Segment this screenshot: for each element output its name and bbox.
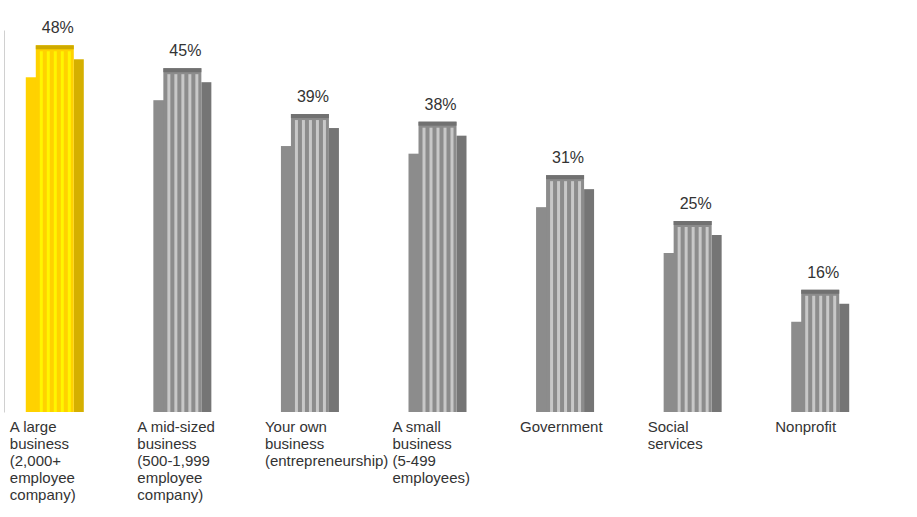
bar [546, 175, 584, 412]
x-tick-label: Your ownbusiness(entrepreneurship) [265, 418, 388, 469]
building-wing [74, 59, 84, 412]
building-stripe [174, 74, 177, 412]
building-stripe [805, 296, 808, 412]
x-tick-label: A smallbusiness(5-499employees) [393, 418, 471, 486]
building-stripe [826, 296, 829, 412]
bar [674, 221, 712, 412]
building-cap [546, 175, 584, 179]
building-stripe [295, 120, 298, 412]
building [153, 68, 211, 412]
x-tick-label: Nonprofit [775, 418, 837, 435]
x-tick: A mid-sizedbusiness(500-1,999employeecom… [137, 416, 215, 503]
bars [26, 45, 849, 412]
data-label: 25% [680, 195, 712, 212]
building-stripe [812, 296, 815, 412]
y-axis [4, 31, 5, 413]
x-tick-label: Socialservices [648, 418, 703, 452]
bar [36, 45, 74, 412]
bar [163, 68, 201, 412]
data-label: 38% [424, 96, 456, 113]
building-stripe [685, 227, 688, 412]
building [536, 175, 594, 412]
data-label: 16% [807, 264, 839, 281]
building-stripe [188, 74, 191, 412]
building-stripe [68, 51, 71, 412]
building [26, 45, 84, 412]
building-stripe [706, 227, 709, 412]
building-cap [801, 290, 839, 294]
x-tick-label: A mid-sizedbusiness(500-1,999employeecom… [137, 418, 215, 503]
building [281, 114, 339, 412]
data-label: 48% [42, 19, 74, 36]
building-stripe [444, 128, 447, 412]
building-stripe [195, 74, 198, 412]
building-wing [584, 189, 594, 412]
bar [419, 122, 457, 412]
building-wing [839, 304, 849, 412]
building [664, 221, 722, 412]
building-stripe [692, 227, 695, 412]
y-axis-line [4, 31, 5, 413]
x-tick-label: Government [520, 418, 603, 435]
bar [801, 290, 839, 412]
building-stripe [678, 227, 681, 412]
building [791, 290, 849, 412]
building-wing [712, 235, 722, 412]
building-stripe [833, 296, 836, 412]
building-cap [163, 68, 201, 72]
building-stripe [557, 181, 560, 412]
building-stripe [54, 51, 57, 412]
building [409, 122, 467, 412]
building-wing [329, 128, 339, 412]
x-tick: Your ownbusiness(entrepreneurship) [265, 416, 388, 469]
building-stripe [437, 128, 440, 412]
building-stripe [578, 181, 581, 412]
building-cap [36, 45, 74, 49]
building-stripe [47, 51, 50, 412]
building-stripe [423, 128, 426, 412]
bar [291, 114, 329, 412]
data-label: 31% [552, 149, 584, 166]
building-stripe [571, 181, 574, 412]
building-stripe [451, 128, 454, 412]
x-tick: Government [520, 416, 603, 435]
data-label: 39% [297, 88, 329, 105]
building-stripe [564, 181, 567, 412]
building-stripe [40, 51, 43, 412]
x-tick: Socialservices [648, 416, 703, 452]
building-wing [457, 136, 467, 412]
x-tick: A largebusiness(2,000+employeecompany) [10, 416, 76, 503]
data-labels: 48% 45% 39% 38% 31% 25% 16% [42, 19, 839, 280]
building-stripe [302, 120, 305, 412]
building-cap [419, 122, 457, 126]
x-tick: Nonprofit [775, 416, 837, 435]
building-cap [674, 221, 712, 225]
building-stripe [323, 120, 326, 412]
building-stripe [430, 128, 433, 412]
x-tick-label: A largebusiness(2,000+employeecompany) [10, 418, 76, 503]
building-wing [201, 82, 211, 412]
building-stripe [819, 296, 822, 412]
building-cap [291, 114, 329, 118]
building-stripe [181, 74, 184, 412]
building-stripe [309, 120, 312, 412]
x-tick: A smallbusiness(5-499employees) [393, 416, 471, 486]
building-stripe [61, 51, 64, 412]
building-stripe [316, 120, 319, 412]
building-stripe [167, 74, 170, 412]
chart: 48% 45% 39% 38% 31% 25% 16% A largebusiness(2,0… [0, 0, 917, 517]
building-stripe [699, 227, 702, 412]
data-label: 45% [169, 42, 201, 59]
building-stripe [550, 181, 553, 412]
x-axis: A largebusiness(2,000+employeecompany) A … [10, 416, 837, 503]
